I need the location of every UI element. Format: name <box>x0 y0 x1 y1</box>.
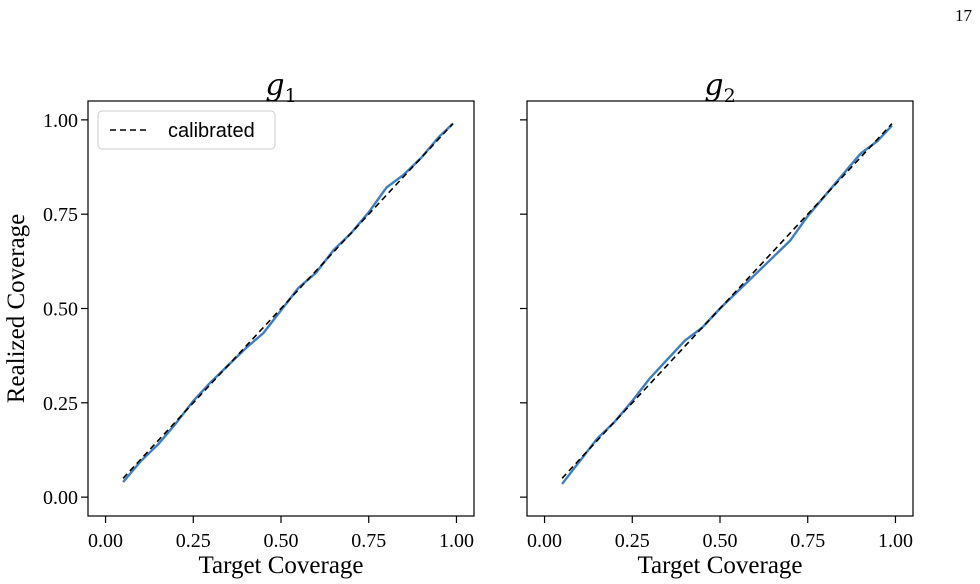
y-axis-label: Realized Coverage <box>3 214 30 404</box>
y-tick-label: 0.00 <box>43 487 78 509</box>
x-tick-label: 0.50 <box>264 530 299 552</box>
chart-panel-1: 0.00 0.25 0.50 0.75 1.00 0.00 0.25 0.50 0.75 1.00… <box>3 68 475 579</box>
calibrated-line <box>122 123 454 479</box>
panel-title: g1 <box>265 68 296 107</box>
legend-box <box>97 110 276 150</box>
x-tick-label: 0.25 <box>615 530 650 552</box>
panel-title-main: g <box>704 68 723 103</box>
x-axis-label: Target Coverage <box>637 552 802 579</box>
x-tick-label: 0.00 <box>88 530 123 552</box>
chart-panel-2: 0.00 0.25 0.50 0.75 1.00 Target Coverage g2 <box>520 68 914 579</box>
x-tick-label: 1.00 <box>878 530 913 552</box>
x-tick-label: 0.75 <box>351 530 386 552</box>
panel-title-main: g <box>265 68 284 103</box>
x-tick-label: 0.75 <box>790 530 825 552</box>
realized-coverage-line <box>561 124 893 485</box>
panel-title: g2 <box>704 68 735 107</box>
x-tick-label: 1.00 <box>439 530 474 552</box>
panel-title-subscript: 1 <box>285 85 297 107</box>
calibrated-line <box>561 123 893 479</box>
y-tick-label: 0.50 <box>43 299 78 321</box>
x-tick-label: 0.25 <box>176 530 211 552</box>
page-number: 17 <box>955 6 972 25</box>
y-tick-label: 0.25 <box>43 393 78 415</box>
x-tick-label: 0.50 <box>703 530 738 552</box>
x-axis-label: Target Coverage <box>198 552 363 579</box>
y-tick-label: 1.00 <box>43 110 78 132</box>
legend-label: calibrated <box>168 120 255 142</box>
x-tick-label: 0.00 <box>527 530 562 552</box>
panel-title-subscript: 2 <box>724 85 736 107</box>
y-tick-label: 0.75 <box>43 204 78 226</box>
